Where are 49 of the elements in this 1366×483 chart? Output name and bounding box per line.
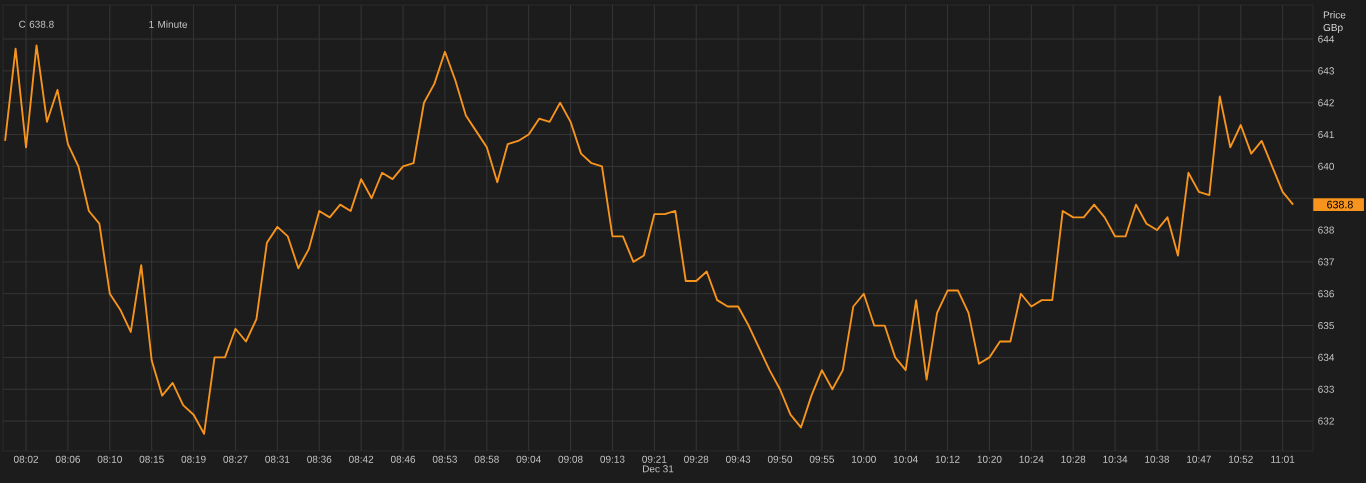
y-tick-label: 638 [1318,226,1334,234]
x-tick-label: 09:43 [726,455,751,463]
y-tick-label: 634 [1318,353,1335,361]
x-tick-label: 08:02 [13,455,39,463]
x-tick-label: 10:52 [1229,455,1253,463]
x-tick-label: 09:08 [558,455,583,463]
x-tick-label: 08:10 [97,455,122,463]
x-tick-label: 08:46 [390,455,416,463]
y-tick-label: 641 [1318,131,1334,139]
x-tick-label: 09:28 [684,455,709,463]
annotation: C 638.8 [19,20,54,28]
x-tick-label: 08:19 [181,455,206,463]
x-tick-label: 08:27 [223,455,248,463]
y-tick-label: 635 [1318,322,1334,330]
y-tick-label: 633 [1318,385,1334,393]
x-tick-label: 10:12 [935,455,960,463]
annotation: 1 Minute [149,20,188,28]
x-tick-label: 09:55 [809,455,834,463]
y-tick-label: 632 [1318,417,1334,425]
text: 638.8 [1327,200,1353,209]
x-tick-label: 10:20 [977,455,1002,463]
x-tick-label: 08:06 [55,455,80,463]
y-tick-label: 642 [1318,99,1334,107]
x-tick-label: 09:04 [516,455,541,463]
y-axis-title: Price GBp [1323,11,1346,34]
y-tick-label: 644 [1318,35,1335,43]
x-axis-title: Dec 31 [642,465,674,473]
x-tick-label: 10:00 [852,455,876,463]
x-tick-label: 10:04 [893,455,918,463]
x-tick-label: 10:47 [1187,455,1211,463]
x-tick-label: 09:50 [767,455,793,463]
line-series [4,44,1295,435]
x-tick-label: 10:28 [1061,455,1086,463]
y-tick-label: 643 [1318,67,1334,75]
x-tick-label: 10:34 [1103,455,1128,463]
y-tick-label: 640 [1318,162,1335,170]
x-tick-label: 10:24 [1019,455,1044,463]
x-tick-label: 08:15 [139,455,164,463]
x-tick-label: 09:21 [642,455,667,463]
y-tick-label: 637 [1318,258,1334,266]
x-tick-label: 08:36 [307,455,332,463]
x-tick-label: 08:53 [432,455,457,463]
x-tick-label: 11:01 [1271,455,1295,463]
x-tick-label: 08:58 [474,455,499,463]
y-tick-label: 636 [1318,290,1334,298]
x-tick-label: 08:42 [349,455,374,463]
x-tick-label: 08:31 [265,455,290,463]
x-tick-label: 09:13 [600,455,625,463]
x-tick-label: 10:38 [1145,455,1170,463]
